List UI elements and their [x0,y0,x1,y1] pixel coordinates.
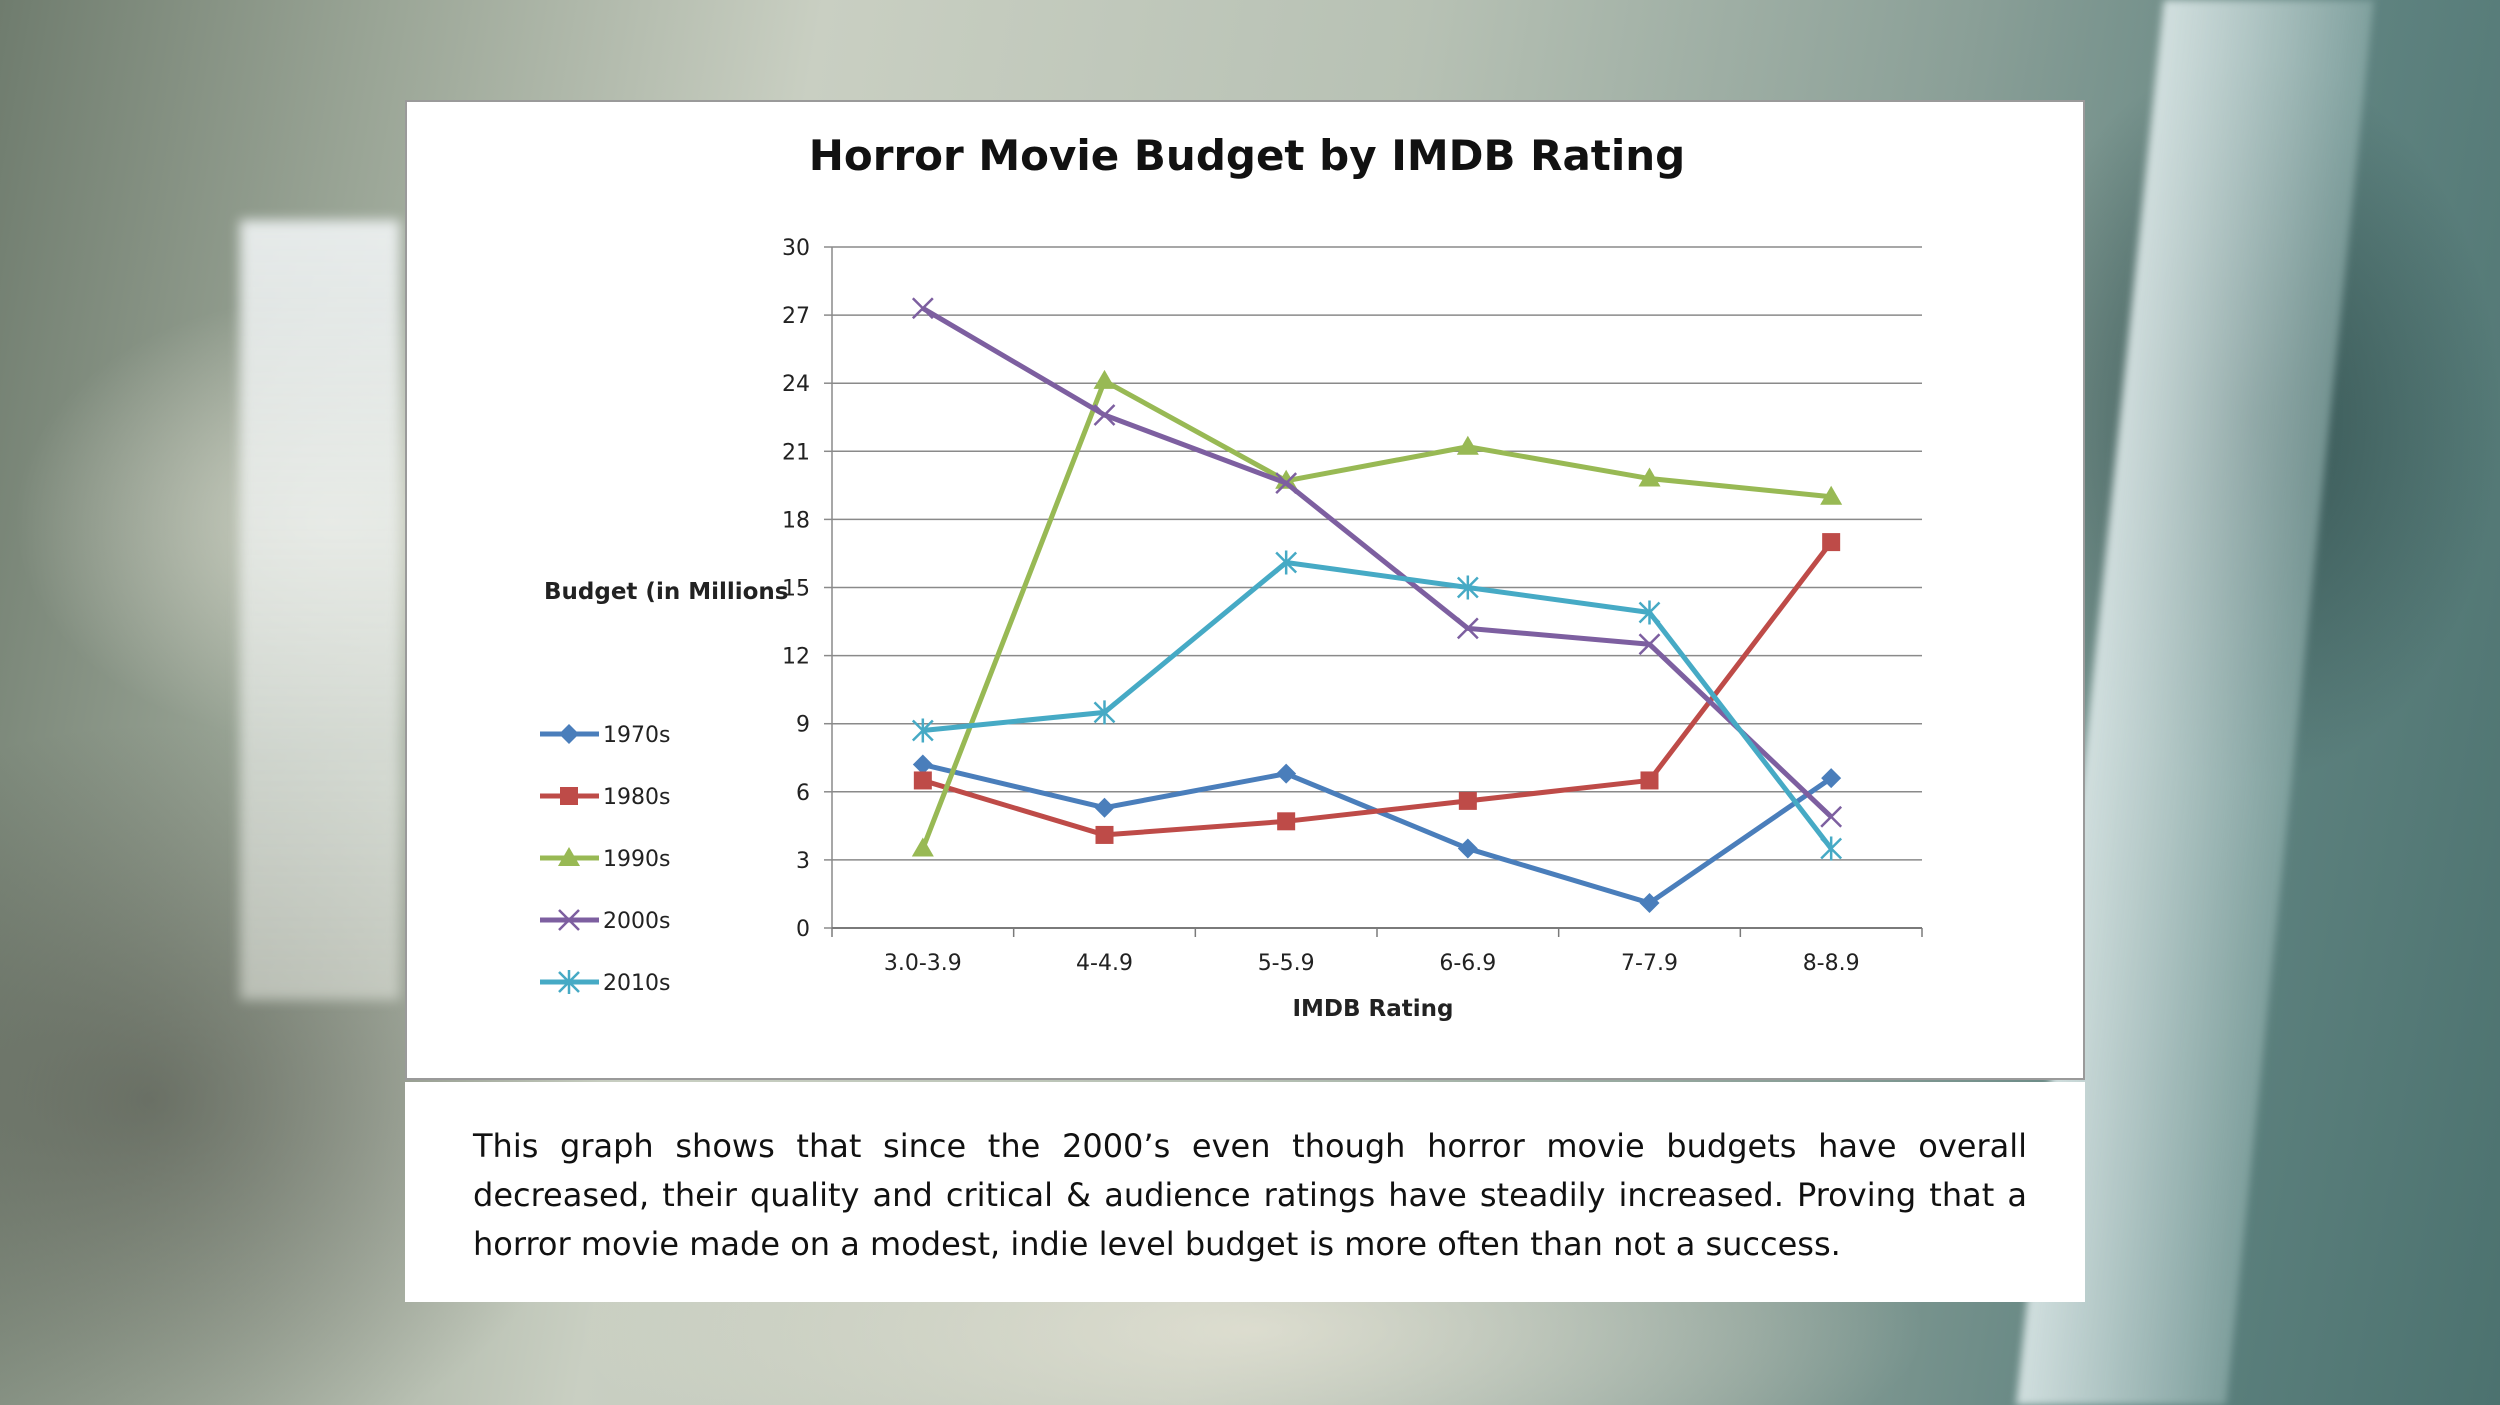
legend-label: 1980s [603,785,670,810]
y-tick-label-18: 18 [782,508,810,533]
x-tick-label-6-6.9: 6-6.9 [1439,951,1496,976]
series-lines [911,297,1843,914]
data-point-1990s-3.0-3.9 [911,837,934,857]
x-tick-label-7-7.9: 7-7.9 [1621,951,1678,976]
data-point-1970s-4-4.9 [1094,797,1115,818]
caption-panel: This graph shows that since the 2000’s e… [405,1082,2085,1302]
data-point-2000s-8-8.9 [1820,805,1843,828]
y-tick-label-24: 24 [782,372,810,397]
data-point-1980s-6-6.9 [1458,791,1477,810]
legend-item-2010s: 2010s [540,970,670,996]
caption-text: This graph shows that since the 2000’s e… [473,1127,2027,1263]
y-tick-label-0: 0 [796,917,810,942]
legend-marker [558,909,580,931]
background-window [240,220,400,1000]
legend-label: 2000s [603,909,670,934]
y-tick-label-15: 15 [782,577,810,602]
data-point-1980s-7-7.9 [1640,771,1659,790]
legend-marker [560,787,578,805]
y-tick-label-9: 9 [796,713,810,738]
y-tick-label-21: 21 [782,440,810,465]
gridlines [832,246,1922,929]
line-chart: Horror Movie Budget by IMDB Rating 0 3 6 9 1… [540,131,1923,1022]
y-tick-label-6: 6 [796,781,810,806]
y-axis-ticks: 0 3 6 9 12 15 18 21 24 27 30 [782,236,832,942]
legend-label: 2010s [603,971,670,996]
x-axis-ticks: 3.0-3.9 4-4.9 5-5.9 6-6.9 7-7.9 8-8.9 [831,928,1923,976]
series-line-1980s [922,540,1834,838]
x-tick-label-5-5.9: 5-5.9 [1258,951,1315,976]
data-point-1990s-7-7.9 [1638,467,1661,487]
data-point-1990s-5-5.9 [1275,469,1298,489]
data-point-2010s-4-4.9 [1093,700,1116,725]
x-tick-label-3.0-3.9: 3.0-3.9 [884,951,962,976]
legend: 1970s 1980s 1990s 2000s 2010s [540,723,670,996]
data-point-1970s-3.0-3.9 [912,754,933,775]
chart-panel: Horror Movie Budget by IMDB Rating 0 3 6 9 1… [405,100,2085,1080]
series-1970s [912,754,1842,914]
series-1990s [911,369,1843,857]
data-point-1970s-5-5.9 [1276,763,1297,784]
data-point-1990s-6-6.9 [1456,435,1479,455]
series-line-2010s [922,560,1834,851]
series-line-1970s [922,762,1833,906]
x-axis-title: IMDB Rating [1292,996,1453,1022]
y-tick-label-3: 3 [796,849,810,874]
data-point-2000s-7-7.9 [1638,633,1661,656]
legend-item-1970s: 1970s [540,723,670,748]
legend-label: 1990s [603,847,670,872]
series-1980s [913,533,1841,844]
legend-item-1980s: 1980s [540,785,670,810]
data-point-1970s-6-6.9 [1457,838,1478,859]
data-point-1980s-5-5.9 [1277,812,1296,831]
data-point-2010s-5-5.9 [1275,550,1298,575]
legend-marker [559,724,579,744]
legend-marker [558,970,580,994]
legend-label: 1970s [603,723,670,748]
y-tick-label-30: 30 [782,236,810,261]
legend-marker [558,847,580,866]
data-point-1980s-4-4.9 [1095,825,1114,844]
data-point-2000s-4-4.9 [1093,404,1116,426]
data-point-2000s-6-6.9 [1456,617,1479,640]
data-point-1990s-4-4.9 [1093,369,1116,389]
data-point-2000s-5-5.9 [1275,472,1298,494]
series-line-1990s [920,378,1832,850]
data-point-2010s-8-8.9 [1820,836,1843,861]
y-tick-label-27: 27 [782,304,810,329]
series-2010s [911,550,1843,861]
chart-title: Horror Movie Budget by IMDB Rating [809,131,1685,180]
x-tick-label-8-8.9: 8-8.9 [1803,951,1860,976]
data-point-2000s-3.0-3.9 [911,297,934,320]
data-point-1970s-8-8.9 [1821,768,1842,789]
data-point-2010s-3.0-3.9 [911,718,934,743]
y-tick-label-12: 12 [782,645,810,670]
series-2000s [911,297,1843,828]
x-tick-label-4-4.9: 4-4.9 [1076,951,1133,976]
data-point-1970s-7-7.9 [1639,893,1660,914]
data-point-1980s-8-8.9 [1822,533,1841,552]
series-line-2000s [921,306,1833,819]
data-point-1990s-8-8.9 [1820,485,1843,505]
legend-item-1990s: 1990s [540,847,670,872]
data-point-1980s-3.0-3.9 [913,771,932,790]
y-axis-title: Budget (in Millions [544,579,789,605]
legend-item-2000s: 2000s [540,909,670,934]
data-point-2010s-7-7.9 [1638,600,1661,625]
data-point-2010s-6-6.9 [1456,575,1479,600]
